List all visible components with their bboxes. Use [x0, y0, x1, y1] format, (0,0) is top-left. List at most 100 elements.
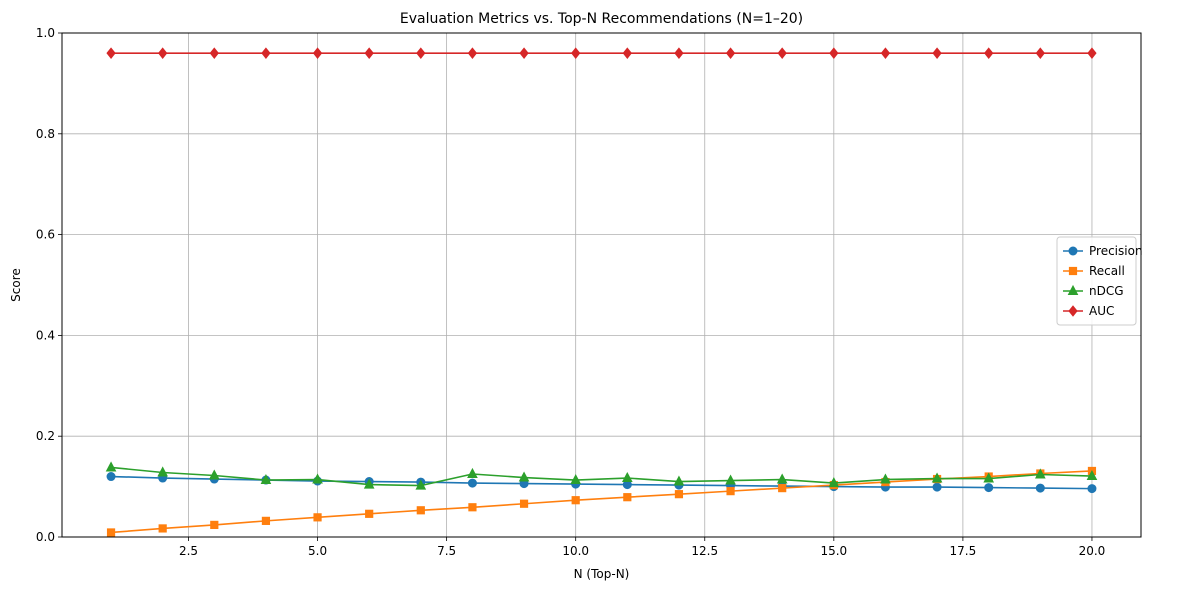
legend: Precision Recall nDCG AUC	[1056, 236, 1143, 326]
x-axis-label: N (Top-N)	[574, 567, 630, 581]
data-point-auc	[932, 47, 942, 59]
data-point-recall	[313, 513, 322, 522]
x-tick-label: 15.0	[820, 544, 847, 558]
data-point-auc	[674, 47, 684, 59]
x-tick-label: 20.0	[1079, 544, 1106, 558]
y-tick-label: 0.2	[36, 429, 55, 443]
data-point-recall	[468, 503, 477, 512]
legend-item-auc: AUC	[1063, 304, 1114, 318]
legend-label: Recall	[1089, 264, 1125, 278]
x-tick-label: 7.5	[437, 544, 456, 558]
plot-frame	[61, 32, 1142, 538]
data-point-recall	[416, 506, 425, 515]
data-point-recall	[210, 520, 219, 530]
x-tick-label: 17.5	[950, 544, 977, 558]
y-tick-label: 1.0	[36, 26, 55, 40]
data-point-recall	[571, 496, 580, 505]
data-point-auc	[725, 47, 736, 59]
data-point-ndcg	[415, 479, 427, 490]
y-tick-label: 0.0	[36, 530, 55, 544]
data-point-ndcg	[518, 471, 530, 482]
legend-label: nDCG	[1089, 284, 1124, 298]
data-point-recall	[365, 509, 374, 518]
series-line-ndcg	[110, 466, 1092, 487]
series-layer	[105, 47, 1098, 537]
series-recall	[106, 466, 1097, 537]
series-line-recall	[110, 470, 1092, 534]
legend-label: Precision	[1089, 244, 1143, 258]
grid-lines	[62, 33, 1141, 537]
data-point-ndcg	[208, 469, 220, 480]
data-point-ndcg	[570, 473, 582, 485]
data-point-precision	[984, 483, 994, 493]
x-tick-label: 10.0	[562, 544, 589, 558]
data-point-auc	[829, 47, 839, 59]
x-tick-label: 2.5	[179, 544, 198, 558]
data-point-recall	[158, 524, 167, 533]
y-tick-label: 0.4	[36, 328, 55, 342]
data-point-auc	[312, 47, 323, 59]
data-point-auc	[106, 47, 116, 59]
y-axis-label: Score	[9, 268, 23, 302]
legend-item-ndcg: nDCG	[1063, 284, 1124, 298]
data-point-auc	[777, 47, 787, 59]
data-point-precision	[106, 472, 116, 482]
data-point-auc	[209, 47, 219, 59]
legend-marker	[1068, 246, 1078, 256]
data-point-recall	[778, 484, 787, 493]
data-point-auc	[519, 47, 529, 59]
data-point-recall	[106, 528, 116, 537]
data-point-recall	[726, 487, 735, 496]
series-ndcg	[105, 461, 1098, 490]
x-tick-label: 12.5	[691, 544, 718, 558]
data-point-precision	[932, 482, 942, 492]
data-point-auc	[984, 47, 994, 59]
data-point-ndcg	[983, 472, 995, 483]
legend-item-precision: Precision	[1063, 244, 1143, 258]
data-point-ndcg	[157, 466, 169, 477]
data-point-recall	[519, 499, 529, 508]
data-point-ndcg	[105, 461, 117, 472]
data-point-recall	[623, 493, 632, 502]
series-precision	[106, 472, 1097, 494]
data-point-precision	[467, 478, 477, 488]
data-point-ndcg	[621, 471, 633, 483]
data-point-ndcg	[1034, 468, 1046, 479]
data-point-ndcg	[828, 477, 840, 488]
data-point-auc	[416, 47, 426, 59]
data-point-ndcg	[880, 473, 891, 484]
x-tick-label: 5.0	[308, 544, 327, 558]
data-point-ndcg	[725, 474, 736, 485]
data-point-auc	[158, 47, 168, 59]
data-point-ndcg	[312, 473, 323, 484]
data-point-ndcg	[260, 473, 272, 485]
data-point-auc	[571, 47, 581, 59]
data-point-precision	[1035, 483, 1045, 493]
data-point-ndcg	[673, 475, 685, 486]
data-point-auc	[622, 47, 632, 59]
legend-marker	[1067, 284, 1079, 295]
legend-marker	[1068, 266, 1078, 276]
data-point-auc	[467, 47, 478, 59]
data-point-precision	[1087, 484, 1097, 494]
legend-item-recall: Recall	[1063, 264, 1125, 278]
chart-title: Evaluation Metrics vs. Top-N Recommendat…	[400, 11, 803, 27]
y-tick-label: 0.8	[36, 127, 55, 141]
data-point-ndcg	[776, 473, 788, 484]
series-auc	[106, 47, 1097, 59]
data-point-auc	[1035, 47, 1045, 59]
legend-label: AUC	[1089, 304, 1114, 318]
axis-ticks: 2.5 5.0 7.5 10.0 12.5 15.0 17.5 20.0 0.0 0.2 0.4 0.…	[36, 26, 1105, 558]
data-point-auc	[364, 47, 374, 59]
legend-marker	[1068, 305, 1078, 317]
legend-frame	[1056, 236, 1137, 326]
data-point-auc	[1087, 47, 1097, 59]
data-point-auc	[261, 47, 271, 59]
data-point-auc	[880, 47, 891, 59]
y-tick-label: 0.6	[36, 228, 55, 242]
data-point-ndcg	[363, 478, 375, 489]
data-point-recall	[674, 490, 684, 499]
data-point-ndcg	[931, 472, 943, 483]
data-point-recall	[261, 516, 271, 525]
